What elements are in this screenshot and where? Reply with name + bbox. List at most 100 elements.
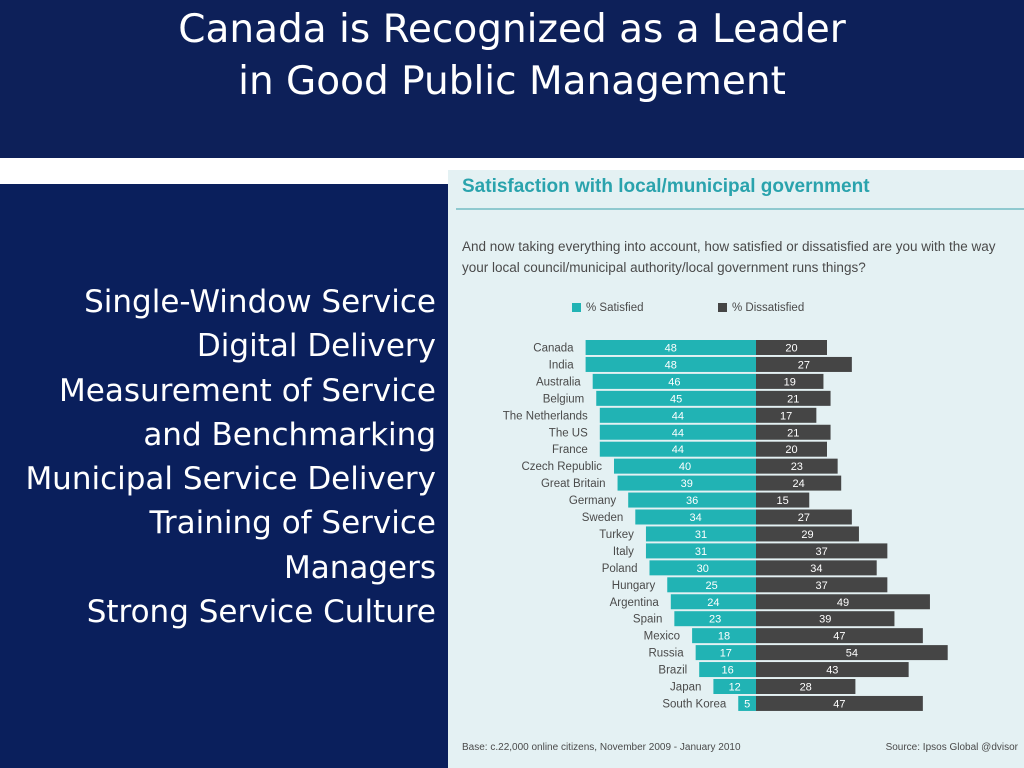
service-list: Single-Window Service Digital Delivery M… — [6, 280, 436, 634]
dissatisfied-value-label: 28 — [800, 682, 812, 694]
service-item: Strong Service Culture — [86, 594, 436, 631]
legend-label-satisfied: % Satisfied — [586, 302, 644, 314]
satisfied-bar — [635, 509, 756, 525]
category-label: Czech Republic — [521, 461, 602, 473]
slide-title: Canada is Recognized as a Leader in Good… — [0, 4, 1024, 108]
dissatisfied-bar — [756, 373, 824, 389]
dissatisfied-bar — [756, 407, 817, 423]
slide-title-line-2: in Good Public Management — [238, 59, 786, 104]
legend-dissatisfied: % Dissatisfied — [718, 302, 804, 314]
chart-panel: Satisfaction with local/municipal govern… — [448, 170, 1024, 768]
satisfied-bar — [585, 356, 756, 372]
dissatisfied-value-label: 43 — [826, 665, 838, 677]
category-label: Poland — [602, 563, 638, 575]
satisfied-bar — [670, 594, 756, 610]
satisfied-value-label: 44 — [672, 427, 684, 439]
dissatisfied-bar — [756, 594, 930, 610]
category-label: India — [549, 359, 575, 371]
dissatisfied-value-label: 37 — [816, 546, 828, 558]
dissatisfied-value-label: 27 — [798, 512, 810, 524]
satisfied-value-label: 44 — [672, 444, 684, 456]
dissatisfied-bar — [756, 645, 948, 661]
service-item: Measurement of Service and Benchmarking — [59, 372, 436, 453]
category-label: Belgium — [543, 393, 585, 405]
dissatisfied-value-label: 21 — [787, 393, 799, 405]
dissatisfied-bar — [756, 441, 827, 457]
satisfied-bar — [628, 492, 756, 508]
dissatisfied-bar — [756, 526, 859, 542]
dissatisfied-bar — [756, 577, 888, 593]
dissatisfied-bar — [756, 424, 831, 440]
dissatisfied-value-label: 24 — [792, 478, 804, 490]
category-label: The Netherlands — [503, 410, 588, 422]
category-label: Italy — [613, 546, 634, 558]
dissatisfied-bar — [756, 340, 827, 355]
category-label: Sweden — [582, 512, 624, 524]
satisfied-bar — [617, 475, 756, 491]
satisfied-bar — [713, 679, 756, 694]
dissatisfied-bar — [756, 560, 877, 576]
satisfied-value-label: 31 — [695, 546, 707, 558]
dissatisfied-value-label: 19 — [784, 376, 796, 388]
category-label: Hungary — [612, 580, 656, 592]
dissatisfied-bar — [756, 628, 923, 644]
chart-source-note: Source: Ipsos Global @dvisor — [885, 742, 1018, 753]
satisfied-value-label: 44 — [672, 410, 684, 422]
dissatisfied-value-label: 20 — [785, 444, 797, 456]
satisfied-bar — [599, 441, 756, 457]
category-label: Australia — [536, 376, 581, 388]
satisfied-value-label: 24 — [707, 597, 719, 609]
category-label: The US — [549, 427, 588, 439]
satisfied-bar — [645, 526, 756, 542]
satisfied-bar — [614, 458, 756, 474]
dissatisfied-bar — [756, 492, 810, 508]
chart-title-rule — [456, 208, 1024, 210]
category-label: Turkey — [599, 529, 634, 541]
category-label: France — [552, 444, 588, 456]
satisfied-bar — [699, 662, 756, 678]
satisfied-bar — [645, 543, 756, 559]
service-item: Digital Delivery — [196, 328, 436, 365]
satisfied-bar — [592, 373, 756, 389]
category-label: Brazil — [658, 665, 687, 677]
dissatisfied-value-label: 15 — [777, 495, 789, 507]
chart-base-note: Base: c.22,000 online citizens, November… — [462, 742, 741, 753]
dissatisfied-bar — [756, 475, 842, 491]
satisfied-value-label: 31 — [695, 529, 707, 541]
satisfied-value-label: 16 — [721, 665, 733, 677]
dissatisfied-value-label: 54 — [846, 648, 858, 660]
legend-satisfied: % Satisfied — [572, 302, 644, 314]
chart-subtitle: And now taking everything into account, … — [462, 239, 996, 275]
service-item: Training of Service Managers — [149, 505, 436, 586]
satisfied-bar — [692, 628, 756, 644]
dissatisfied-value-label: 37 — [816, 580, 828, 592]
slide-title-line-1: Canada is Recognized as a Leader — [178, 7, 846, 52]
dissatisfied-value-label: 27 — [798, 359, 810, 371]
dissatisfied-bar — [756, 543, 888, 559]
category-label: Great Britain — [541, 478, 606, 490]
category-label: Japan — [670, 682, 701, 694]
satisfied-value-label: 46 — [668, 376, 680, 388]
dissatisfied-bar — [756, 390, 831, 406]
satisfied-value-label: 18 — [718, 631, 730, 643]
satisfied-value-label: 48 — [665, 359, 677, 371]
category-label: Canada — [533, 343, 574, 355]
category-label: Argentina — [610, 597, 660, 609]
legend-swatch-dissatisfied — [718, 303, 727, 313]
satisfied-bar — [738, 695, 756, 711]
satisfied-value-label: 48 — [665, 343, 677, 355]
satisfied-bar — [667, 577, 756, 593]
category-label: Germany — [569, 495, 617, 507]
satisfied-value-label: 34 — [690, 512, 702, 524]
satisfied-value-label: 17 — [720, 648, 732, 660]
satisfied-bar — [674, 611, 756, 627]
dissatisfied-bar — [756, 611, 895, 627]
category-label: South Korea — [662, 698, 727, 710]
dissatisfied-bar — [756, 695, 923, 711]
dissatisfied-bar — [756, 356, 852, 372]
dissatisfied-bar — [756, 458, 838, 474]
satisfied-value-label: 5 — [744, 698, 750, 710]
dissatisfied-bar — [756, 679, 856, 694]
dissatisfied-value-label: 29 — [801, 529, 813, 541]
satisfied-bar — [599, 424, 756, 440]
